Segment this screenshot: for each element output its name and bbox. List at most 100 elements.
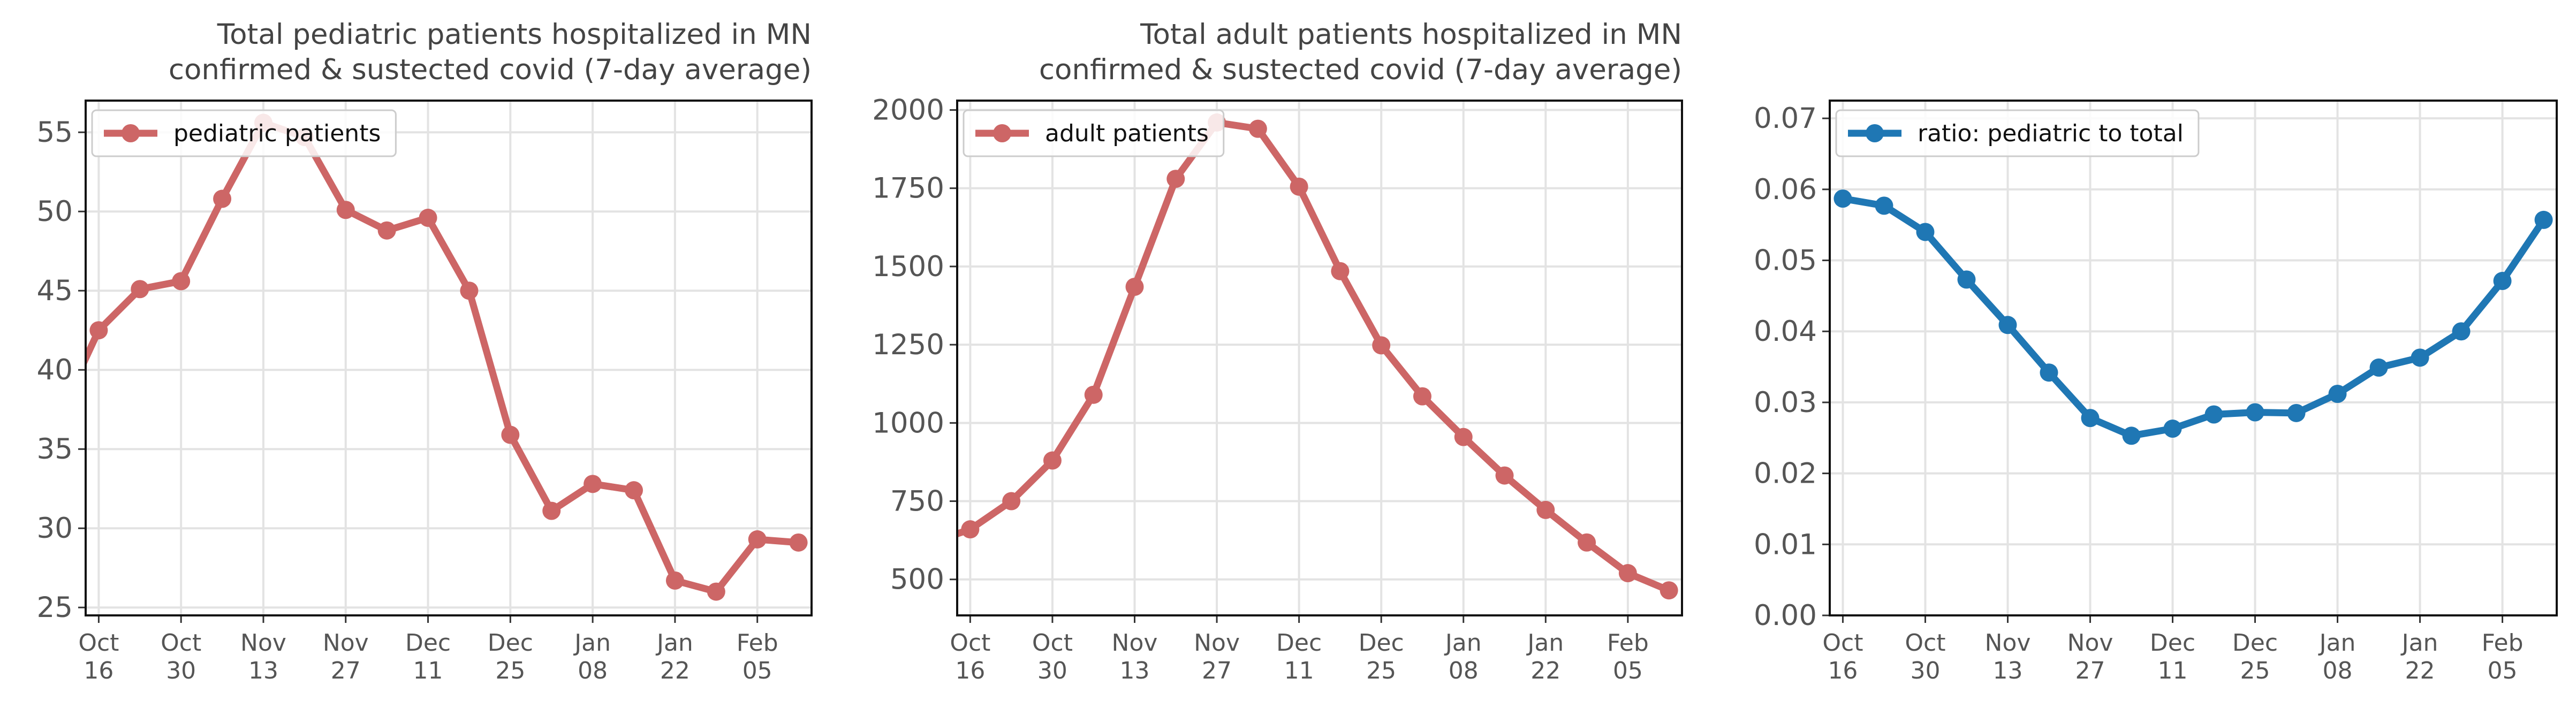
data-point bbox=[1372, 336, 1391, 355]
y-tick-label: 45 bbox=[37, 275, 73, 307]
data-point bbox=[961, 520, 980, 539]
y-tick-label: 0.04 bbox=[1754, 315, 1817, 348]
data-point bbox=[2369, 358, 2388, 377]
x-tick-label: Nov 13 bbox=[240, 629, 286, 684]
data-point bbox=[789, 533, 808, 552]
legend: ratio: pediatric to total bbox=[1835, 109, 2200, 157]
data-point bbox=[542, 501, 561, 520]
data-point bbox=[419, 209, 437, 227]
y-tick-label: 1750 bbox=[872, 172, 944, 205]
data-point bbox=[1578, 533, 1596, 552]
data-point bbox=[2452, 322, 2471, 341]
y-tick-label: 0.00 bbox=[1754, 599, 1817, 632]
data-point bbox=[584, 475, 602, 493]
data-point bbox=[1916, 223, 1935, 241]
y-tick-label: 0.01 bbox=[1754, 528, 1817, 561]
x-tick-label: Oct 30 bbox=[1032, 629, 1073, 684]
y-tick-label: 40 bbox=[37, 354, 73, 386]
x-tick-label: Jan 08 bbox=[2318, 629, 2356, 684]
x-tick-label: Nov 27 bbox=[323, 629, 369, 684]
data-point bbox=[2163, 420, 2182, 438]
legend-box bbox=[91, 109, 397, 157]
chart-panel-1: 25 30 35 40 45 50 55 Oct 16 Oct 30 Nov 13 Nov 27 Dec 11 D… bbox=[37, 18, 813, 684]
x-tick-label: Dec 11 bbox=[405, 629, 451, 684]
data-point bbox=[707, 582, 725, 601]
axes-frame bbox=[956, 100, 1683, 616]
data-point bbox=[1248, 119, 1267, 138]
data-point bbox=[1290, 177, 1308, 196]
y-tick-label: 1000 bbox=[872, 407, 944, 439]
data-point bbox=[1957, 270, 1976, 289]
data-point bbox=[1125, 277, 1144, 296]
y-tick-label: 25 bbox=[37, 591, 73, 624]
data-point bbox=[2328, 385, 2347, 403]
axes-frame bbox=[1829, 100, 2558, 616]
data-point bbox=[665, 571, 684, 590]
legend: adult patients bbox=[963, 109, 1225, 157]
data-point bbox=[213, 189, 232, 208]
data-point bbox=[1454, 428, 1473, 446]
legend-label: pediatric patients bbox=[173, 120, 381, 147]
data-point bbox=[1002, 492, 1021, 511]
data-point bbox=[2122, 426, 2141, 445]
x-tick-label: Dec 25 bbox=[488, 629, 533, 684]
data-point bbox=[1875, 196, 1893, 215]
data-point bbox=[1084, 385, 1103, 404]
y-tick-label: 0.05 bbox=[1754, 245, 1817, 277]
data-point bbox=[1043, 451, 1062, 470]
y-tick-label: 50 bbox=[37, 195, 73, 228]
chart-panel-3: 0.00 0.01 0.02 0.03 0.04 0.05 0.06 0.07 Oct 16 Oct… bbox=[1754, 100, 2558, 684]
x-tick-label: Oct 16 bbox=[1822, 629, 1863, 684]
legend-label: ratio: pediatric to total bbox=[1918, 120, 2184, 147]
y-tick-label: 55 bbox=[37, 116, 73, 149]
x-tick-label: Feb 05 bbox=[737, 629, 778, 684]
y-tick-label: 0.07 bbox=[1754, 102, 1817, 135]
legend-marker bbox=[122, 124, 140, 142]
chart-title: Total adult patients hospitalized in MN c… bbox=[1039, 18, 1682, 86]
series-line bbox=[86, 119, 799, 596]
data-point bbox=[131, 280, 149, 299]
legend-box bbox=[1835, 109, 2200, 157]
y-tick-label: 0.06 bbox=[1754, 173, 1817, 206]
legend-marker bbox=[993, 124, 1011, 142]
data-point bbox=[2081, 409, 2100, 428]
y-tick-label: 0.02 bbox=[1754, 458, 1817, 490]
x-tick-label: Nov 27 bbox=[1194, 629, 1240, 684]
x-tick-label: Jan 08 bbox=[1444, 629, 1482, 684]
x-tick-label: Dec 25 bbox=[1359, 629, 1404, 684]
x-tick-label: Feb 05 bbox=[1607, 629, 1649, 684]
data-point bbox=[1998, 316, 2017, 334]
legend: pediatric patients bbox=[91, 109, 397, 157]
y-tick-label: 1500 bbox=[872, 250, 944, 283]
data-point bbox=[1166, 170, 1185, 188]
x-tick-label: Jan 22 bbox=[655, 629, 693, 684]
x-tick-label: Jan 08 bbox=[573, 629, 611, 684]
legend-marker bbox=[1866, 124, 1884, 142]
x-tick-label: Dec 11 bbox=[1276, 629, 1322, 684]
data-point bbox=[1618, 564, 1637, 583]
data-point bbox=[501, 425, 520, 444]
legend-label: adult patients bbox=[1045, 120, 1209, 147]
x-tick-label: Jan 22 bbox=[2400, 629, 2438, 684]
data-point bbox=[2411, 348, 2429, 367]
series-line bbox=[1842, 195, 2547, 439]
data-point bbox=[2493, 272, 2512, 291]
y-tick-label: 750 bbox=[890, 485, 944, 518]
x-tick-label: Nov 13 bbox=[1112, 629, 1158, 684]
data-point bbox=[625, 481, 643, 500]
data-point bbox=[172, 272, 191, 291]
y-tick-label: 0.03 bbox=[1754, 386, 1817, 419]
x-tick-label: Feb 05 bbox=[2482, 629, 2524, 684]
data-point bbox=[1413, 387, 1431, 406]
data-point bbox=[748, 530, 767, 549]
data-point bbox=[1833, 189, 1852, 208]
x-tick-label: Nov 13 bbox=[1985, 629, 2031, 684]
x-tick-label: Nov 27 bbox=[2067, 629, 2113, 684]
data-point bbox=[2204, 405, 2223, 424]
chart-title: Total pediatric patients hospitalized in… bbox=[169, 18, 812, 86]
y-tick-label: 2000 bbox=[872, 94, 944, 127]
data-point bbox=[1495, 466, 1514, 485]
data-point bbox=[2246, 403, 2264, 422]
chart-panel-2: 500 750 1000 1250 1500 1750 2000 Oct 16 Oct 30 Nov 1… bbox=[872, 18, 1683, 684]
